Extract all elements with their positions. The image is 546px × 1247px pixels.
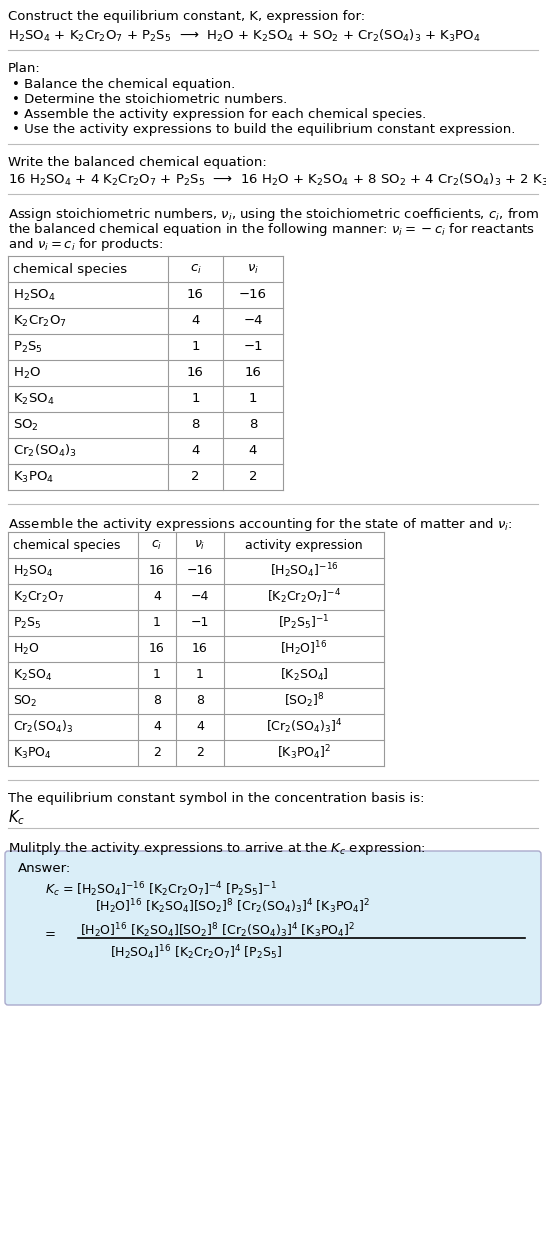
Text: 16: 16 — [192, 642, 208, 656]
Text: [H$_2$O]$^{16}$: [H$_2$O]$^{16}$ — [280, 640, 328, 658]
Text: K$_2$SO$_4$: K$_2$SO$_4$ — [13, 392, 55, 407]
FancyBboxPatch shape — [5, 850, 541, 1005]
Text: 1: 1 — [191, 340, 200, 353]
Text: H$_2$SO$_4$ + K$_2$Cr$_2$O$_7$ + P$_2$S$_5$  ⟶  H$_2$O + K$_2$SO$_4$ + SO$_2$ + : H$_2$SO$_4$ + K$_2$Cr$_2$O$_7$ + P$_2$S$… — [8, 27, 481, 44]
Text: −16: −16 — [239, 288, 267, 302]
Text: 16: 16 — [187, 288, 204, 302]
Text: 4: 4 — [191, 314, 200, 328]
Text: 8: 8 — [153, 695, 161, 707]
Text: 1: 1 — [153, 616, 161, 630]
Text: activity expression: activity expression — [245, 539, 363, 551]
Text: chemical species: chemical species — [13, 263, 127, 276]
Text: [H$_2$O]$^{16}$ [K$_2$SO$_4$][SO$_2$]$^8$ [Cr$_2$(SO$_4$)$_3$]$^4$ [K$_3$PO$_4$]: [H$_2$O]$^{16}$ [K$_2$SO$_4$][SO$_2$]$^8… — [95, 897, 370, 915]
Text: 4: 4 — [153, 721, 161, 733]
Text: 4: 4 — [153, 591, 161, 604]
Text: −1: −1 — [191, 616, 209, 630]
Text: $\nu_i$: $\nu_i$ — [247, 262, 259, 276]
Text: chemical species: chemical species — [13, 539, 120, 551]
Text: 1: 1 — [249, 393, 257, 405]
Text: K$_3$PO$_4$: K$_3$PO$_4$ — [13, 746, 52, 761]
Text: 4: 4 — [191, 444, 200, 458]
Text: 2: 2 — [191, 470, 200, 484]
Text: Answer:: Answer: — [18, 862, 71, 875]
Text: P$_2$S$_5$: P$_2$S$_5$ — [13, 339, 43, 354]
Text: K$_3$PO$_4$: K$_3$PO$_4$ — [13, 469, 54, 485]
Text: P$_2$S$_5$: P$_2$S$_5$ — [13, 616, 41, 631]
Text: −4: −4 — [244, 314, 263, 328]
Text: −1: −1 — [243, 340, 263, 353]
Text: • Assemble the activity expression for each chemical species.: • Assemble the activity expression for e… — [12, 108, 426, 121]
Text: [H$_2$O]$^{16}$ [K$_2$SO$_4$][SO$_2$]$^8$ [Cr$_2$(SO$_4$)$_3$]$^4$ [K$_3$PO$_4$]: [H$_2$O]$^{16}$ [K$_2$SO$_4$][SO$_2$]$^8… — [80, 922, 355, 940]
Text: K$_2$Cr$_2$O$_7$: K$_2$Cr$_2$O$_7$ — [13, 590, 64, 605]
Text: SO$_2$: SO$_2$ — [13, 418, 39, 433]
Text: [SO$_2$]$^8$: [SO$_2$]$^8$ — [284, 692, 324, 711]
Text: 2: 2 — [153, 747, 161, 759]
Text: K$_2$SO$_4$: K$_2$SO$_4$ — [13, 667, 52, 682]
Text: H$_2$O: H$_2$O — [13, 641, 39, 657]
Text: Assign stoichiometric numbers, $\nu_i$, using the stoichiometric coefficients, $: Assign stoichiometric numbers, $\nu_i$, … — [8, 206, 539, 223]
Text: [P$_2$S$_5$]$^{-1}$: [P$_2$S$_5$]$^{-1}$ — [278, 614, 330, 632]
Text: SO$_2$: SO$_2$ — [13, 693, 38, 708]
Text: 8: 8 — [249, 419, 257, 431]
Text: [H$_2$SO$_4$]$^{-16}$: [H$_2$SO$_4$]$^{-16}$ — [270, 561, 339, 580]
Text: 16: 16 — [187, 367, 204, 379]
Text: 1: 1 — [153, 668, 161, 682]
Text: Plan:: Plan: — [8, 62, 41, 75]
Text: Construct the equilibrium constant, K, expression for:: Construct the equilibrium constant, K, e… — [8, 10, 365, 22]
Text: 4: 4 — [249, 444, 257, 458]
Text: [H$_2$SO$_4$]$^{16}$ [K$_2$Cr$_2$O$_7$]$^4$ [P$_2$S$_5$]: [H$_2$SO$_4$]$^{16}$ [K$_2$Cr$_2$O$_7$]$… — [110, 943, 282, 961]
Text: Cr$_2$(SO$_4$)$_3$: Cr$_2$(SO$_4$)$_3$ — [13, 720, 74, 734]
Text: 2: 2 — [196, 747, 204, 759]
Text: Mulitply the activity expressions to arrive at the $K_c$ expression:: Mulitply the activity expressions to arr… — [8, 840, 426, 857]
Text: $c_i$: $c_i$ — [151, 539, 163, 551]
Text: 16: 16 — [245, 367, 262, 379]
Text: • Determine the stoichiometric numbers.: • Determine the stoichiometric numbers. — [12, 94, 287, 106]
Text: 2: 2 — [249, 470, 257, 484]
Text: $c_i$: $c_i$ — [189, 262, 201, 276]
Text: H$_2$O: H$_2$O — [13, 365, 41, 380]
Text: [K$_2$SO$_4$]: [K$_2$SO$_4$] — [280, 667, 328, 683]
Text: • Balance the chemical equation.: • Balance the chemical equation. — [12, 79, 235, 91]
Text: The equilibrium constant symbol in the concentration basis is:: The equilibrium constant symbol in the c… — [8, 792, 424, 806]
Text: $K_c$ = [H$_2$SO$_4$]$^{-16}$ [K$_2$Cr$_2$O$_7$]$^{-4}$ [P$_2$S$_5$]$^{-1}$: $K_c$ = [H$_2$SO$_4$]$^{-16}$ [K$_2$Cr$_… — [45, 880, 277, 899]
Text: [K$_3$PO$_4$]$^2$: [K$_3$PO$_4$]$^2$ — [277, 743, 331, 762]
Text: H$_2$SO$_4$: H$_2$SO$_4$ — [13, 564, 54, 579]
Text: Assemble the activity expressions accounting for the state of matter and $\nu_i$: Assemble the activity expressions accoun… — [8, 516, 513, 532]
Text: K$_2$Cr$_2$O$_7$: K$_2$Cr$_2$O$_7$ — [13, 313, 67, 328]
Text: 16 H$_2$SO$_4$ + 4 K$_2$Cr$_2$O$_7$ + P$_2$S$_5$  ⟶  16 H$_2$O + K$_2$SO$_4$ + 8: 16 H$_2$SO$_4$ + 4 K$_2$Cr$_2$O$_7$ + P$… — [8, 172, 546, 188]
Text: and $\nu_i = c_i$ for products:: and $\nu_i = c_i$ for products: — [8, 236, 164, 253]
Text: • Use the activity expressions to build the equilibrium constant expression.: • Use the activity expressions to build … — [12, 123, 515, 136]
Text: $K_c$: $K_c$ — [8, 808, 25, 827]
Text: Cr$_2$(SO$_4$)$_3$: Cr$_2$(SO$_4$)$_3$ — [13, 443, 77, 459]
Text: the balanced chemical equation in the following manner: $\nu_i = -c_i$ for react: the balanced chemical equation in the fo… — [8, 221, 535, 238]
Text: 8: 8 — [196, 695, 204, 707]
Text: 1: 1 — [196, 668, 204, 682]
Text: −16: −16 — [187, 565, 213, 577]
Text: 8: 8 — [191, 419, 200, 431]
Text: −4: −4 — [191, 591, 209, 604]
Text: 16: 16 — [149, 565, 165, 577]
Text: =: = — [45, 929, 56, 941]
Text: H$_2$SO$_4$: H$_2$SO$_4$ — [13, 288, 56, 303]
Text: 16: 16 — [149, 642, 165, 656]
Text: Write the balanced chemical equation:: Write the balanced chemical equation: — [8, 156, 267, 170]
Text: 4: 4 — [196, 721, 204, 733]
Text: [K$_2$Cr$_2$O$_7$]$^{-4}$: [K$_2$Cr$_2$O$_7$]$^{-4}$ — [267, 587, 341, 606]
Text: $\nu_i$: $\nu_i$ — [194, 539, 206, 551]
Text: 1: 1 — [191, 393, 200, 405]
Text: [Cr$_2$(SO$_4$)$_3$]$^4$: [Cr$_2$(SO$_4$)$_3$]$^4$ — [266, 718, 342, 736]
